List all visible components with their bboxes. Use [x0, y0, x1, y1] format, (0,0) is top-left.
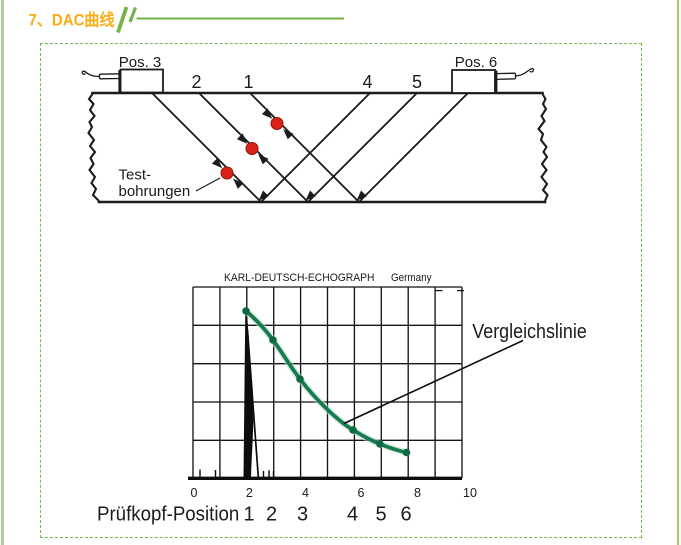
svg-text:7、DAC曲线: 7、DAC曲线 — [29, 9, 115, 29]
svg-text:4: 4 — [347, 504, 358, 526]
svg-text:0: 0 — [191, 486, 198, 500]
svg-text:Vergleichslinie: Vergleichslinie — [472, 321, 587, 343]
svg-text:8: 8 — [414, 486, 421, 500]
svg-text:5: 5 — [375, 504, 386, 526]
svg-text:bohrungen: bohrungen — [119, 183, 191, 200]
svg-text:Test-: Test- — [119, 167, 152, 184]
svg-text:5: 5 — [412, 72, 422, 92]
svg-text:2: 2 — [246, 486, 253, 500]
svg-text:1: 1 — [243, 504, 254, 526]
svg-text:4: 4 — [302, 486, 309, 500]
svg-text:2: 2 — [266, 504, 277, 526]
svg-text:Germany: Germany — [391, 272, 432, 284]
svg-text:6: 6 — [358, 486, 365, 500]
svg-text:4: 4 — [362, 72, 372, 92]
svg-text:Pos. 3: Pos. 3 — [119, 54, 162, 71]
svg-text:6: 6 — [400, 504, 411, 526]
svg-text:Prüfkopf-Position: Prüfkopf-Position — [97, 503, 239, 525]
svg-text:1: 1 — [243, 72, 253, 92]
svg-text:Pos. 6: Pos. 6 — [455, 54, 498, 71]
svg-text:KARL-DEUTSCH-ECHOGRAPH: KARL-DEUTSCH-ECHOGRAPH — [224, 272, 375, 284]
svg-text:3: 3 — [297, 504, 308, 526]
svg-text:10: 10 — [463, 486, 477, 500]
svg-text:2: 2 — [191, 72, 201, 92]
